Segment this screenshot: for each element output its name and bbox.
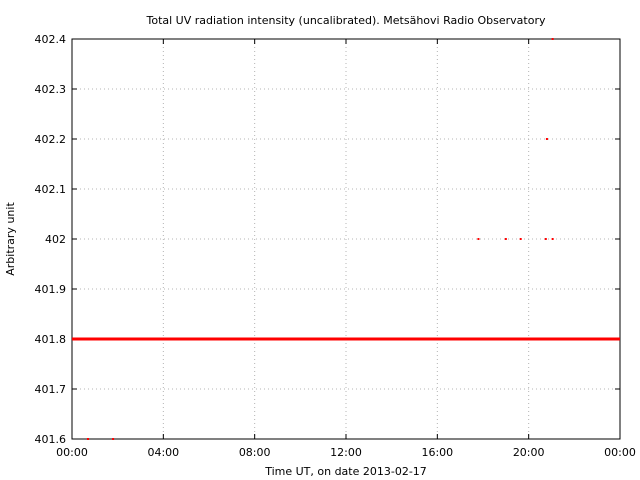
data-point [551, 38, 554, 40]
data-marks [72, 38, 620, 440]
y-tick-label: 402.1 [35, 183, 67, 196]
y-tick-label: 402.3 [35, 83, 67, 96]
x-tick-label: 00:00 [604, 446, 636, 459]
data-point [544, 238, 547, 240]
chart-title: Total UV radiation intensity (uncalibrat… [146, 14, 546, 27]
data-point [551, 238, 554, 240]
data-point [519, 238, 522, 240]
y-tick-label: 401.9 [35, 283, 67, 296]
y-tick-label: 401.7 [35, 383, 67, 396]
x-tick-label: 00:00 [56, 446, 88, 459]
x-tick-label: 12:00 [330, 446, 362, 459]
data-point [112, 438, 115, 440]
axis-ticks: 00:00 04:00 08:00 12:00 16:00 20:00 00:00401.6… [35, 33, 636, 459]
y-tick-label: 402 [45, 233, 66, 246]
y-tick-label: 401.6 [35, 433, 67, 446]
y-tick-label: 402.4 [35, 33, 67, 46]
x-tick-label: 16:00 [421, 446, 453, 459]
x-axis-label: Time UT, on date 2013-02-17 [264, 465, 427, 478]
y-tick-label: 402.2 [35, 133, 67, 146]
x-tick-label: 04:00 [147, 446, 179, 459]
y-tick-label: 401.8 [35, 333, 67, 346]
x-tick-label: 20:00 [513, 446, 545, 459]
x-tick-label: 08:00 [239, 446, 271, 459]
grid-lines [72, 39, 620, 439]
y-axis-label: Arbitrary unit [4, 202, 17, 276]
data-point [545, 138, 548, 140]
data-point [86, 438, 89, 440]
data-point [477, 238, 480, 240]
data-point [504, 238, 507, 240]
